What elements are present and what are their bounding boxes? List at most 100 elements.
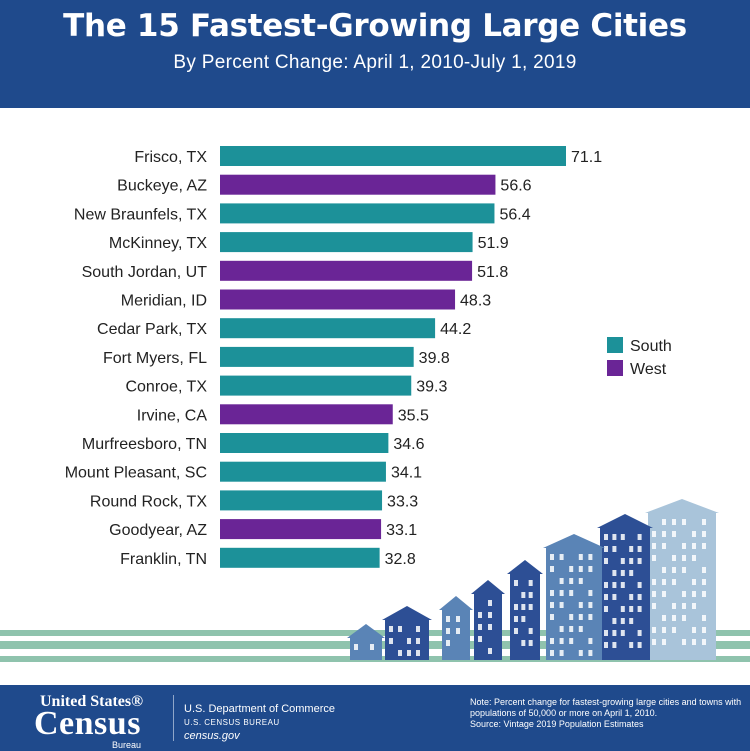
bureau-name: U.S. CENSUS BUREAU xyxy=(184,718,280,727)
building-window xyxy=(550,590,554,596)
building-window xyxy=(652,531,656,537)
category-label: Goodyear, AZ xyxy=(109,522,207,539)
building-window xyxy=(620,558,625,564)
building-window xyxy=(416,650,420,656)
building-window xyxy=(478,624,482,630)
building-window xyxy=(407,638,411,644)
building-window xyxy=(528,580,533,586)
building-window xyxy=(559,554,564,560)
value-label: 56.4 xyxy=(499,206,530,223)
building-window xyxy=(652,579,656,585)
building-window xyxy=(604,642,608,648)
category-label: Franklin, TN xyxy=(120,551,207,568)
footer: United States® Census Bureau U.S. Depart… xyxy=(0,685,750,751)
category-label: Frisco, TX xyxy=(134,149,207,166)
legend-swatch-west xyxy=(607,360,623,376)
building-window xyxy=(672,615,676,621)
building-window xyxy=(702,531,706,537)
logo-united-states: United States® xyxy=(40,693,144,710)
bar-frisco-tx xyxy=(220,146,566,166)
building-window xyxy=(637,534,642,540)
bar-conroe-tx xyxy=(220,375,412,396)
building-window xyxy=(672,531,676,537)
building-window xyxy=(620,534,625,540)
building-window xyxy=(578,614,583,620)
building-window xyxy=(528,640,533,646)
building-window xyxy=(637,630,642,636)
building-window xyxy=(672,603,676,609)
building-window xyxy=(569,566,574,572)
building-window xyxy=(692,603,696,609)
building-window xyxy=(569,590,574,596)
building-window xyxy=(612,618,617,624)
building-window xyxy=(662,519,666,525)
building-window xyxy=(652,639,656,645)
building-window xyxy=(550,650,554,656)
building-window xyxy=(682,603,686,609)
value-label: 33.1 xyxy=(386,522,417,539)
building-window xyxy=(604,546,608,552)
building-window xyxy=(652,591,656,597)
category-label: McKinney, TX xyxy=(109,235,207,252)
building-window xyxy=(578,650,583,656)
category-label: Mount Pleasant, SC xyxy=(65,465,207,482)
building-window xyxy=(652,603,656,609)
building-window xyxy=(612,594,617,600)
building-window xyxy=(702,615,706,621)
building-window xyxy=(569,614,574,620)
chart-legend: South West xyxy=(607,337,672,378)
building-window xyxy=(604,558,608,564)
building-window xyxy=(662,591,666,597)
bar-meridian-id xyxy=(220,289,456,310)
category-label: Fort Myers, FL xyxy=(103,350,207,367)
building-window xyxy=(629,642,634,648)
building-window xyxy=(588,566,593,572)
website-link[interactable]: census.gov xyxy=(184,730,240,742)
building-roof xyxy=(347,624,385,638)
building-window xyxy=(612,582,617,588)
building-window xyxy=(416,638,420,644)
logo-bureau: Bureau xyxy=(112,740,142,750)
building xyxy=(350,638,382,660)
building-roof xyxy=(645,499,719,513)
building-window xyxy=(398,650,402,656)
building-window xyxy=(637,642,642,648)
building-window xyxy=(620,570,625,576)
building-window xyxy=(662,531,666,537)
building-window xyxy=(604,606,608,612)
building-window xyxy=(578,602,583,608)
building-window xyxy=(514,604,518,610)
building-window xyxy=(559,602,564,608)
building-window xyxy=(682,567,686,573)
building-window xyxy=(354,644,358,650)
building-window xyxy=(682,555,686,561)
building-window xyxy=(662,543,666,549)
building-window xyxy=(637,582,642,588)
building-window xyxy=(662,615,666,621)
building-window xyxy=(702,579,706,585)
building-window xyxy=(514,628,518,634)
building-window xyxy=(398,626,402,632)
value-label: 33.3 xyxy=(387,493,418,510)
building-roof xyxy=(543,534,605,548)
building-window xyxy=(588,602,593,608)
category-label: Conroe, TX xyxy=(125,379,207,396)
value-label: 56.6 xyxy=(500,178,531,195)
building-window xyxy=(692,579,696,585)
building-window xyxy=(629,618,634,624)
building-window xyxy=(692,531,696,537)
building-window xyxy=(521,604,526,610)
category-label: Meridian, ID xyxy=(121,293,207,310)
building-roof xyxy=(597,514,653,528)
building-window xyxy=(588,590,593,596)
building-window xyxy=(702,519,706,525)
building-window xyxy=(702,639,706,645)
building-window xyxy=(604,594,608,600)
building-window xyxy=(488,600,492,606)
category-label: Round Rock, TX xyxy=(90,493,207,510)
building-window xyxy=(514,580,518,586)
building-window xyxy=(578,626,583,632)
bar-mckinney-tx xyxy=(220,232,473,253)
building-window xyxy=(637,606,642,612)
building-window xyxy=(702,627,706,633)
